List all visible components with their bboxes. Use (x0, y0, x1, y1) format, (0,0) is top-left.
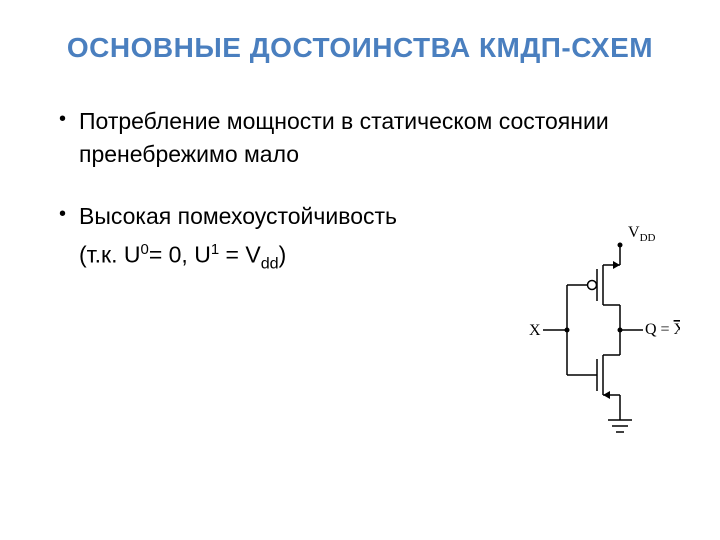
input-label: X (529, 322, 541, 339)
slide-root: ОСНОВНЫЕ ДОСТОИНСТВА КМДП-СХЕМ Потреблен… (0, 0, 720, 540)
pmos-bubble-icon (588, 281, 597, 290)
ground-icon (608, 420, 632, 432)
nmos-transistor (567, 355, 620, 399)
note-sup0: 0 (141, 241, 149, 258)
note-mid1: = 0, U (149, 242, 211, 268)
note-pre: (т.к. U (79, 242, 141, 268)
pmos-transistor (567, 261, 620, 305)
bullet-1: Потребление мощности в статическом состо… (55, 105, 665, 172)
note-mid2: = V (219, 242, 261, 268)
circuit-svg: VDD (525, 225, 680, 455)
cmos-inverter-diagram: VDD (525, 225, 680, 455)
bullet-list: Потребление мощности в статическом состо… (55, 105, 665, 233)
vdd-label: VDD (628, 225, 656, 244)
bullet-2: Высокая помехоустойчивость (55, 200, 475, 233)
output-label: Q = X (645, 321, 680, 338)
slide-title: ОСНОВНЫЕ ДОСТОИНСТВА КМДП-СХЕМ (55, 30, 665, 65)
note-sup1: 1 (211, 241, 219, 258)
note-end: ) (279, 242, 287, 268)
note-sub: dd (261, 254, 279, 272)
